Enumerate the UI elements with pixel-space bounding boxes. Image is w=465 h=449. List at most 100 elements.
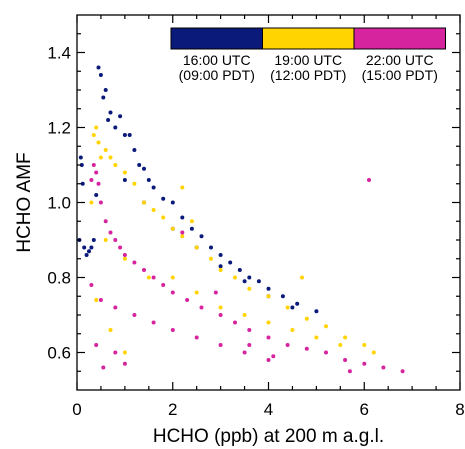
data-point bbox=[108, 155, 113, 160]
data-point bbox=[400, 369, 405, 374]
x-tick-label: 8 bbox=[455, 400, 464, 419]
legend: 16:00 UTC(09:00 PDT) 19:00 UTC(12:00 PDT)… bbox=[170, 27, 446, 83]
axis-ticks bbox=[76, 15, 461, 390]
data-point bbox=[194, 290, 199, 295]
data-point bbox=[280, 294, 285, 299]
x-tick-label: 0 bbox=[72, 400, 81, 419]
series-1 bbox=[77, 65, 319, 314]
data-point bbox=[79, 163, 84, 167]
data-point bbox=[189, 219, 194, 224]
data-point bbox=[247, 343, 252, 347]
data-point bbox=[180, 230, 185, 235]
legend-label-time-utc: 16:00 UTC bbox=[183, 52, 251, 68]
legend-label-time-utc: 22:00 UTC bbox=[366, 52, 434, 68]
data-point bbox=[295, 301, 300, 306]
data-point bbox=[343, 335, 348, 340]
data-point bbox=[194, 335, 199, 340]
data-point bbox=[170, 275, 175, 280]
data-point bbox=[228, 260, 233, 265]
data-point bbox=[180, 215, 185, 220]
data-point bbox=[94, 298, 99, 302]
data-point bbox=[103, 148, 108, 152]
data-point bbox=[118, 245, 123, 250]
data-point bbox=[189, 226, 194, 231]
data-point bbox=[218, 268, 223, 272]
data-point bbox=[94, 193, 99, 197]
data-point bbox=[89, 200, 94, 205]
data-point bbox=[170, 200, 175, 205]
data-point bbox=[91, 133, 96, 137]
data-point bbox=[113, 350, 118, 355]
data-point bbox=[137, 163, 142, 167]
data-point bbox=[247, 275, 252, 280]
data-point bbox=[256, 279, 261, 284]
data-point bbox=[78, 155, 83, 160]
data-point bbox=[233, 320, 237, 325]
data-point bbox=[324, 350, 328, 355]
data-point bbox=[91, 163, 96, 167]
data-point bbox=[343, 358, 348, 362]
data-point bbox=[98, 73, 103, 77]
data-point bbox=[103, 238, 108, 242]
x-axis-label: HCHO (ppb) at 200 m a.g.l. bbox=[153, 426, 384, 447]
data-point bbox=[242, 350, 247, 355]
data-point bbox=[118, 114, 123, 119]
axis-tick-labels: 0 2 4 6 8 0.6 0.8 1.0 1.2 1.4 bbox=[47, 44, 464, 420]
data-point bbox=[371, 350, 376, 355]
data-point bbox=[367, 178, 371, 182]
data-point bbox=[146, 178, 151, 182]
legend-swatch bbox=[262, 27, 355, 50]
data-point bbox=[122, 170, 127, 175]
data-point bbox=[285, 305, 290, 310]
data-point bbox=[94, 125, 99, 130]
data-point bbox=[199, 234, 204, 239]
data-point bbox=[185, 298, 190, 302]
data-point bbox=[108, 230, 113, 235]
data-point bbox=[300, 275, 304, 280]
data-point bbox=[96, 140, 101, 145]
y-axis-label: HCHO AMF bbox=[14, 152, 35, 252]
data-point bbox=[132, 148, 137, 152]
series-2 bbox=[89, 125, 376, 355]
data-point bbox=[132, 313, 137, 317]
data-point bbox=[98, 200, 103, 205]
data-point bbox=[180, 185, 185, 190]
legend-swatch bbox=[353, 27, 446, 50]
data-point bbox=[247, 286, 252, 291]
data-point bbox=[170, 328, 175, 332]
data-point bbox=[101, 95, 106, 100]
data-point bbox=[290, 305, 295, 310]
data-point bbox=[142, 268, 146, 272]
data-point bbox=[113, 305, 118, 310]
data-point bbox=[127, 133, 132, 137]
data-point bbox=[103, 88, 108, 92]
data-point bbox=[237, 268, 242, 272]
data-point bbox=[247, 328, 252, 332]
data-point bbox=[242, 279, 247, 284]
data-point bbox=[170, 290, 175, 295]
data-point bbox=[218, 343, 223, 347]
data-point bbox=[266, 335, 271, 340]
data-point bbox=[142, 166, 146, 171]
data-point bbox=[381, 365, 386, 370]
data-point bbox=[122, 178, 127, 182]
data-point bbox=[122, 133, 127, 137]
data-point bbox=[314, 335, 319, 340]
data-point bbox=[122, 256, 127, 261]
scatter-points-layer bbox=[77, 65, 405, 374]
data-point bbox=[304, 316, 309, 321]
data-point bbox=[101, 365, 106, 370]
data-point bbox=[218, 253, 223, 257]
data-point bbox=[285, 343, 290, 347]
y-tick-label: 0.8 bbox=[47, 269, 71, 288]
data-point bbox=[209, 256, 213, 261]
data-point bbox=[271, 354, 276, 359]
data-point bbox=[266, 320, 271, 325]
data-point bbox=[132, 181, 137, 186]
data-point bbox=[338, 343, 343, 347]
data-point bbox=[89, 283, 94, 287]
data-point bbox=[242, 313, 247, 317]
series-3 bbox=[89, 163, 405, 374]
data-point bbox=[170, 226, 175, 231]
data-point bbox=[161, 283, 166, 287]
